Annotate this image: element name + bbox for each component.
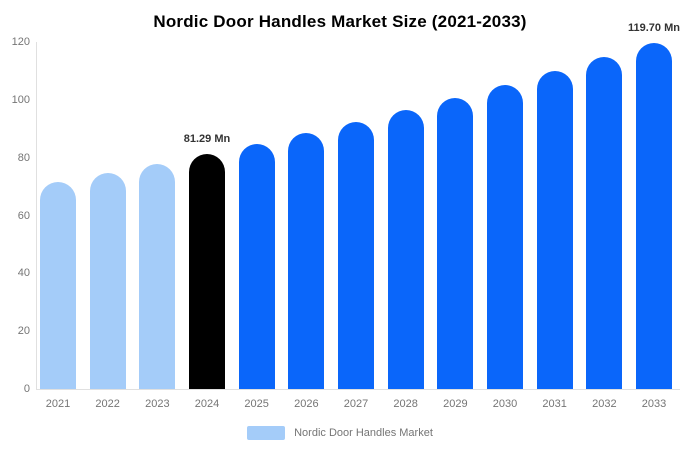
bar-2032	[586, 57, 623, 389]
x-axis-label-2030: 2030	[492, 398, 518, 410]
y-axis-line	[36, 42, 37, 389]
x-axis-label-2028: 2028	[393, 398, 418, 410]
x-axis-label-2029: 2029	[443, 398, 468, 410]
y-axis-tick-label: 60	[17, 209, 30, 222]
bar-2026	[288, 132, 325, 389]
y-axis-tick-label: 100	[11, 93, 30, 106]
bar-2030	[487, 84, 523, 389]
y-axis-tick-label: 20	[17, 325, 30, 338]
x-axis-label-2024: 2024	[194, 398, 220, 410]
annotation-2033: 119.70 Mn	[628, 21, 680, 34]
x-axis-label-2031: 2031	[542, 398, 567, 410]
x-axis-label-2025: 2025	[244, 398, 269, 410]
x-axis-label-2032: 2032	[592, 398, 617, 410]
annotation-2024: 81.29 Mn	[183, 132, 231, 145]
bar-2033	[636, 42, 672, 389]
x-axis-label-2021: 2021	[45, 398, 71, 410]
bar-2024	[189, 153, 225, 389]
y-axis-tick-label: 0	[23, 383, 30, 395]
x-axis-line	[36, 389, 680, 390]
bar-2028	[387, 109, 424, 389]
chart-title: Nordic Door Handles Market Size (2021-20…	[153, 12, 527, 31]
legend-label: Nordic Door Handles Market	[294, 427, 433, 439]
x-axis-label-2027: 2027	[343, 398, 369, 410]
bar-2021	[40, 182, 76, 389]
bar-2031	[536, 71, 573, 389]
bar-2023	[139, 163, 176, 389]
y-axis-tick-label: 80	[17, 151, 30, 164]
bar-2025	[238, 143, 275, 389]
legend: Nordic Door Handles Market	[0, 426, 680, 440]
y-axis-tick-label: 120	[11, 36, 30, 48]
bar-2029	[437, 97, 474, 389]
x-axis-label-2033: 2033	[641, 398, 667, 410]
x-axis-label-2022: 2022	[95, 398, 120, 410]
y-axis-tick-label: 40	[17, 267, 30, 280]
x-axis-label-2023: 2023	[145, 398, 170, 410]
bar-2022	[89, 173, 126, 389]
x-axis-label-2026: 2026	[294, 398, 319, 410]
bar-2027	[338, 121, 374, 389]
legend-swatch	[247, 426, 286, 440]
